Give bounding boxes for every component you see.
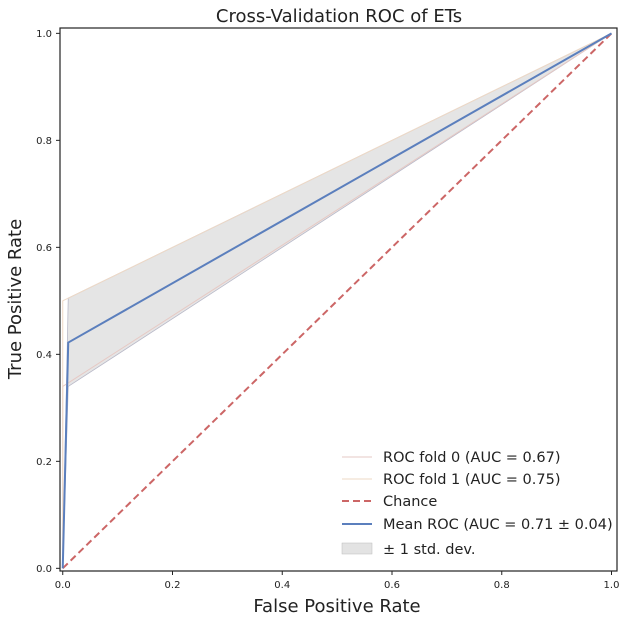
x-tick-label: 1.0 <box>604 580 620 591</box>
y-axis-ticks: 0.0 0.2 0.4 0.6 0.8 1.0 <box>36 29 60 575</box>
x-tick-label: 0.4 <box>274 580 290 591</box>
plot-frame <box>59 27 618 572</box>
y-tick-label: 0.6 <box>36 243 52 254</box>
x-tick-label: 0.2 <box>165 580 181 591</box>
y-tick-label: 0.8 <box>36 136 52 147</box>
legend-label-mean: Mean ROC (AUC = 0.71 ± 0.04) <box>383 517 613 533</box>
y-tick-label: 0.4 <box>36 350 52 361</box>
mean-roc-line <box>61 32 613 569</box>
x-tick-label: 0.8 <box>494 580 510 591</box>
y-axis-title: True Positive Rate <box>5 219 26 380</box>
legend-label-chance: Chance <box>383 494 437 510</box>
roc-fold-1-line <box>62 32 612 569</box>
legend-label-fold0: ROC fold 0 (AUC = 0.67) <box>383 450 561 466</box>
x-tick-label: 0.6 <box>384 580 400 591</box>
legend-label-band: ± 1 std. dev. <box>383 542 475 558</box>
y-tick-label: 0.0 <box>36 564 52 575</box>
y-tick-label: 0.2 <box>36 457 52 468</box>
legend: ROC fold 0 (AUC = 0.67) ROC fold 1 (AUC … <box>341 450 613 558</box>
y-tick-label: 1.0 <box>36 29 52 40</box>
x-tick-label: 0.0 <box>55 580 71 591</box>
x-axis-title: False Positive Rate <box>253 596 420 617</box>
series-layer <box>61 32 613 570</box>
legend-swatch-band <box>341 542 373 555</box>
chance-line <box>62 32 613 570</box>
chart-title: Cross-Validation ROC of ETs <box>216 6 462 27</box>
x-axis-ticks: 0.0 0.2 0.4 0.6 0.8 1.0 <box>55 571 620 591</box>
legend-label-fold1: ROC fold 1 (AUC = 0.75) <box>383 472 561 488</box>
